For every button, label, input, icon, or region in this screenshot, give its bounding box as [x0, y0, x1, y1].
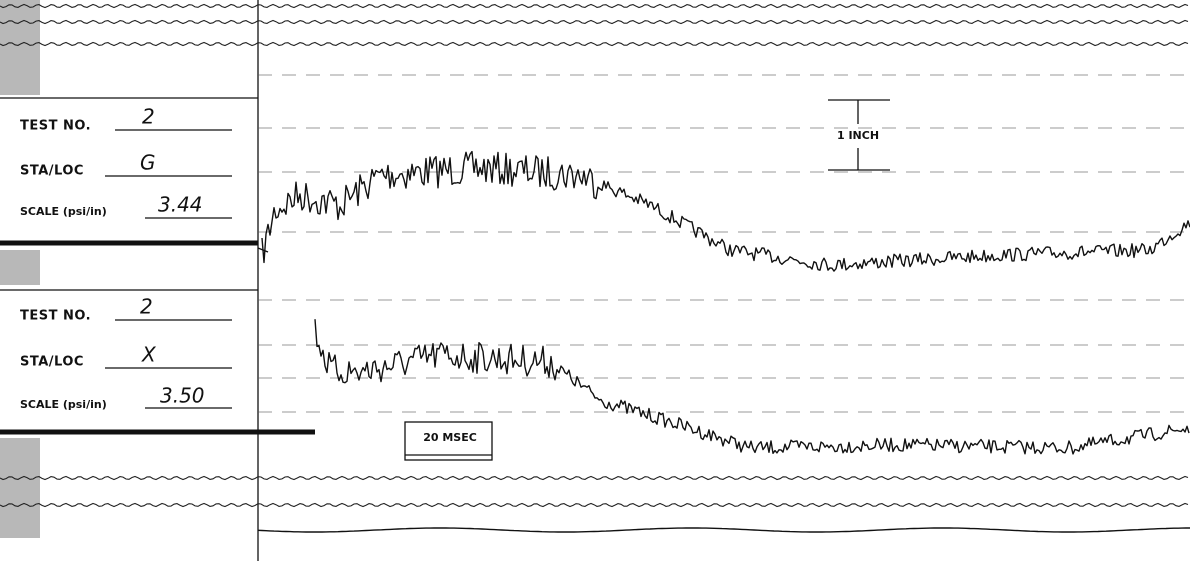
pressure-trace [314, 319, 1190, 455]
handwritten-value: 2 [140, 295, 153, 319]
timing-lines [258, 74, 1190, 413]
cal-label: 20 MSEC [423, 431, 477, 444]
timing-wave [0, 475, 1189, 481]
pressure-trace [261, 150, 1190, 272]
handwritten-value: 3.50 [160, 384, 205, 408]
reference-trace [257, 527, 1190, 533]
cal-label: 1 INCH [837, 129, 879, 142]
timing-wave [0, 502, 1189, 508]
scan-artifact [0, 250, 40, 285]
scan-artifact [0, 438, 40, 538]
label: TEST NO. [20, 309, 91, 324]
timing-wave [0, 41, 1189, 47]
handwritten-value: 3.44 [158, 193, 203, 217]
label: TEST NO. [20, 119, 91, 134]
scan-artifact [0, 0, 40, 95]
label: SCALE (psi/in) [20, 398, 107, 411]
traces [0, 3, 1190, 533]
handwritten-value: G [140, 151, 156, 175]
cal-box [404, 421, 493, 461]
handwritten-value: X [141, 343, 157, 367]
time-calibration: 20 MSEC [404, 421, 493, 461]
label: STA/LOC [20, 164, 84, 179]
label: SCALE (psi/in) [20, 205, 107, 218]
label: STA/LOC [20, 355, 84, 370]
timing-wave [0, 19, 1189, 25]
handwritten-value: 2 [142, 105, 155, 129]
vertical-calibration: 1 INCH [828, 99, 890, 171]
timing-wave [0, 3, 1189, 9]
